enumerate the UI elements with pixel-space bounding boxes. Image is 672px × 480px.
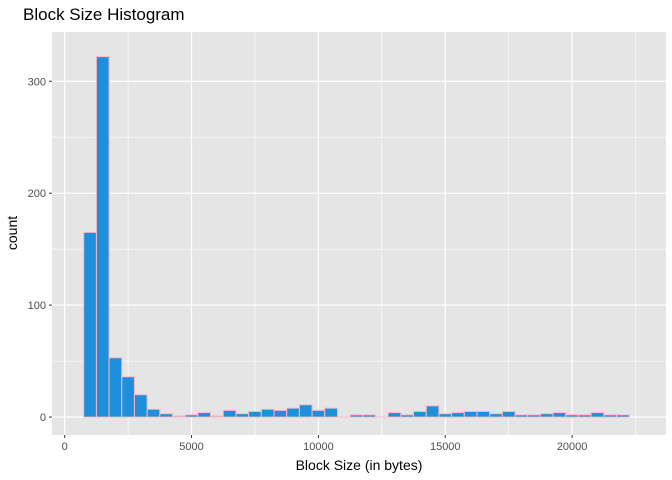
histogram-bar bbox=[108, 357, 123, 418]
histogram-bar bbox=[527, 414, 541, 418]
y-tick-label: 300 bbox=[28, 76, 46, 88]
histogram-bar bbox=[311, 409, 326, 418]
histogram-bar bbox=[362, 414, 376, 418]
histogram-bar bbox=[83, 231, 97, 418]
x-tick-label: 15000 bbox=[430, 441, 461, 453]
y-tick-label: 100 bbox=[28, 300, 46, 312]
histogram-bar bbox=[413, 410, 427, 418]
histogram-bar bbox=[577, 414, 592, 418]
histogram-bar bbox=[273, 409, 288, 418]
histogram-bar bbox=[298, 404, 313, 418]
histogram-bar bbox=[248, 410, 262, 418]
histogram-bar bbox=[222, 409, 237, 418]
histogram-bar bbox=[286, 407, 300, 418]
plot-panel bbox=[52, 32, 666, 435]
histogram-bar bbox=[260, 408, 275, 418]
y-tick-label: 0 bbox=[40, 412, 46, 424]
histogram-bars bbox=[83, 56, 630, 418]
histogram-bar bbox=[95, 56, 110, 418]
x-tick-label: 10000 bbox=[303, 441, 334, 453]
axes: 0 5000 10000 15000 20000 0 100 200 300 bbox=[28, 76, 588, 453]
histogram-bar bbox=[159, 413, 174, 418]
histogram-bar bbox=[400, 414, 415, 418]
histogram-bar bbox=[590, 412, 605, 418]
histogram-bar bbox=[616, 414, 630, 418]
histogram-bar bbox=[172, 415, 186, 418]
x-tick-label: 20000 bbox=[557, 441, 588, 453]
histogram-bar bbox=[324, 407, 338, 418]
histogram-bar bbox=[489, 413, 503, 418]
y-axis-title: count bbox=[4, 216, 20, 250]
chart-title: Block Size Histogram bbox=[23, 5, 185, 24]
histogram-bar bbox=[451, 412, 465, 418]
x-tick-label: 0 bbox=[62, 441, 68, 453]
histogram-bar bbox=[210, 415, 224, 418]
histogram-bar bbox=[133, 394, 148, 418]
x-tick-label: 5000 bbox=[179, 441, 203, 453]
histogram-bar bbox=[539, 413, 554, 418]
histogram-bar bbox=[501, 410, 516, 418]
histogram-bar bbox=[476, 410, 491, 418]
histogram-bar bbox=[146, 408, 161, 418]
histogram-bar bbox=[387, 412, 402, 418]
histogram-bar bbox=[463, 410, 478, 418]
grid-lines bbox=[52, 32, 666, 435]
histogram-bar bbox=[425, 405, 440, 418]
histogram-bar bbox=[184, 414, 199, 418]
histogram-bar bbox=[565, 414, 579, 418]
histogram-bar bbox=[514, 414, 529, 418]
histogram-bar bbox=[349, 414, 364, 418]
histogram-bar bbox=[552, 412, 567, 418]
histogram-bar bbox=[235, 413, 250, 418]
histogram-bar bbox=[197, 412, 212, 418]
histogram-bar bbox=[438, 413, 453, 418]
histogram-bar bbox=[603, 414, 618, 418]
x-axis-title: Block Size (in bytes) bbox=[296, 457, 423, 473]
y-tick-label: 200 bbox=[28, 188, 46, 200]
histogram-bar bbox=[121, 376, 135, 418]
